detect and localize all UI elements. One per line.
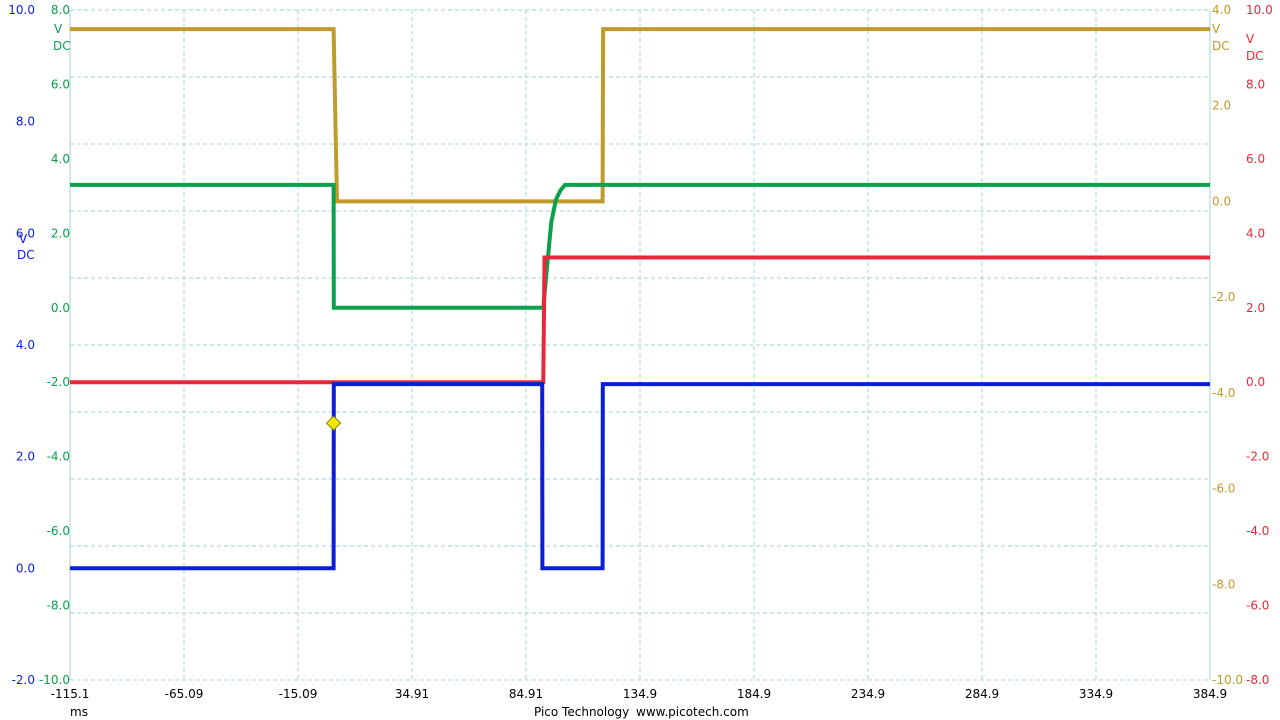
- y-tick-label-green: 6.0: [51, 77, 70, 91]
- series-line-green: [70, 182, 1210, 310]
- y-tick-label-red: 8.0: [1246, 77, 1265, 91]
- axis-labels: 10.0 8.0 6.0 4.0 2.0 0.0 -2.0 8.0 6.0 4.0 2.0 0.0 -2…: [8, 3, 1272, 687]
- y-tick-label-red: -2.0: [1246, 450, 1269, 464]
- x-tick-label: 384.9: [1193, 687, 1227, 701]
- y-tick-label-red: 0.0: [1246, 375, 1265, 389]
- x-axis-unit: ms: [70, 705, 88, 719]
- x-tick-label: 334.9: [1079, 687, 1113, 701]
- footer-url: www.picotech.com: [636, 705, 749, 719]
- trigger-marker-layer: [325, 415, 342, 431]
- x-tick-label: -65.09: [165, 687, 204, 701]
- y-tick-label-red: -8.0: [1246, 673, 1269, 687]
- x-tick-label: 234.9: [851, 687, 885, 701]
- x-tick-label: 184.9: [737, 687, 771, 701]
- y-tick-label-gold: -2.0: [1212, 290, 1235, 304]
- y-axis-unit-gold: V: [1212, 22, 1221, 36]
- waveforms: [70, 27, 1210, 571]
- y-tick-label-blue: 2.0: [16, 450, 35, 464]
- x-tick-label: 34.91: [395, 687, 429, 701]
- y-tick-label-green: -8.0: [47, 599, 70, 613]
- y-tick-label-gold: 0.0: [1212, 194, 1231, 208]
- y-tick-label-red: 4.0: [1246, 226, 1265, 240]
- x-tick-label: -15.09: [279, 687, 318, 701]
- y-tick-label-red: 2.0: [1246, 301, 1265, 315]
- grid: [69, 9, 1211, 681]
- y-tick-label-blue: 6.0: [16, 226, 35, 240]
- x-tick-labels: -115.1 -65.09 -15.09 34.91 84.91 134.9 184.9 23…: [51, 687, 1228, 701]
- series-line-blue: [70, 382, 1210, 571]
- y-tick-label-gold: -10.0: [1212, 673, 1243, 687]
- y-tick-label-green: 8.0: [51, 3, 70, 17]
- y-tick-label-red: 10.0: [1246, 3, 1273, 17]
- y-tick-label-gold: 2.0: [1212, 99, 1231, 113]
- y-tick-label-blue: 0.0: [16, 561, 35, 575]
- y-tick-label-gold: 4.0: [1212, 3, 1231, 17]
- footer-brand: Pico Technology: [534, 705, 629, 719]
- x-tick-label: 284.9: [965, 687, 999, 701]
- y-axis-unit-blue: V: [19, 232, 28, 246]
- x-tick-label: 84.91: [509, 687, 543, 701]
- y-axis-unit-blue: DC: [17, 248, 35, 262]
- y-tick-label-green: -10.0: [39, 673, 70, 687]
- y-tick-label-green: 2.0: [51, 226, 70, 240]
- y-tick-label-green: 4.0: [51, 152, 70, 166]
- x-tick-label: 134.9: [623, 687, 657, 701]
- x-tick-label: -115.1: [51, 687, 90, 701]
- y-tick-label-blue: -2.0: [12, 673, 35, 687]
- y-tick-label-gold: -4.0: [1212, 386, 1235, 400]
- y-axis-unit-red: DC: [1246, 49, 1264, 63]
- y-axis-unit-gold: DC: [1212, 39, 1230, 53]
- series-line-red: [70, 255, 1210, 385]
- y-tick-label-blue: 4.0: [16, 338, 35, 352]
- trigger-marker: [325, 415, 342, 431]
- y-tick-label-green: -4.0: [47, 450, 70, 464]
- y-tick-label-gold: -8.0: [1212, 577, 1235, 591]
- y-axis-unit-green: V: [54, 22, 63, 36]
- y-axis-unit-green: DC: [53, 39, 71, 53]
- y-axis-unit-red: V: [1246, 32, 1255, 46]
- y-tick-label-red: -6.0: [1246, 599, 1269, 613]
- y-tick-label-blue: 8.0: [16, 115, 35, 129]
- y-tick-label-green: -6.0: [47, 524, 70, 538]
- y-tick-label-blue: 10.0: [8, 3, 35, 17]
- y-tick-label-green: -2.0: [47, 375, 70, 389]
- y-tick-label-green: 0.0: [51, 301, 70, 315]
- y-tick-label-red: 6.0: [1246, 152, 1265, 166]
- y-tick-label-red: -4.0: [1246, 524, 1269, 538]
- series-line-gold: [70, 27, 1210, 204]
- y-tick-label-gold: -6.0: [1212, 482, 1235, 496]
